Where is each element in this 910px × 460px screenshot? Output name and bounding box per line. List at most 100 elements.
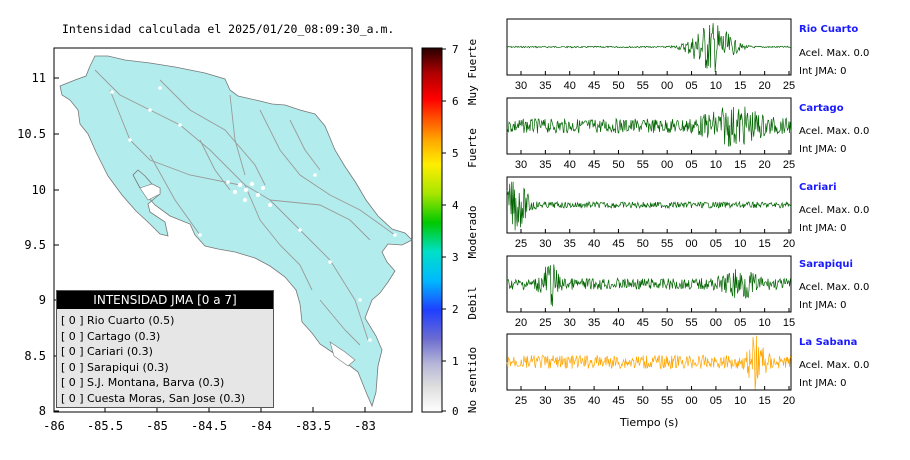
golfo-dulce xyxy=(329,341,356,367)
map-title: Intensidad calculada el 2025/01/20_08:09… xyxy=(62,22,395,36)
map-x-tick: -85 xyxy=(146,419,168,433)
town-markers xyxy=(110,86,397,342)
colorbar-tick: 1 xyxy=(452,355,459,368)
legend-item-label: Sarapiqui (0.3) xyxy=(87,360,169,374)
waveform-tick-label: 35 xyxy=(588,317,600,329)
station-int-cariari: Int JMA: 0 xyxy=(799,223,847,234)
station-name-cartago: Cartago xyxy=(799,103,844,114)
legend-item-bracket: [ 0 ] xyxy=(61,360,84,374)
waveform-tick-label: 45 xyxy=(637,317,649,329)
waveform-tick-label: 50 xyxy=(612,80,624,92)
nicoya-gulf xyxy=(139,183,161,201)
waveform-tick-label: 30 xyxy=(515,80,527,92)
map-y-tick: 10.5 xyxy=(17,127,46,141)
station-acel-sarapiqui: Acel. Max. 0.0 xyxy=(799,282,870,293)
colorbar-tick: 4 xyxy=(452,199,459,212)
station-acel-la-sabana: Acel. Max. 0.0 xyxy=(799,360,870,371)
map-x-tick: -86 xyxy=(43,419,65,433)
colorbar-tick: 5 xyxy=(452,147,459,160)
waveform-tick-label: 25 xyxy=(515,238,527,250)
colorbar-tick: 6 xyxy=(452,95,459,108)
map-x-tick: -84 xyxy=(250,419,272,433)
waveform-tick-label: 05 xyxy=(685,159,697,171)
map-y-tick: 9.5 xyxy=(24,238,46,252)
legend-item-label: S.J. Montana, Barva (0.3) xyxy=(87,376,225,390)
legend-title: INTENSIDAD JMA [0 a 7] xyxy=(57,291,273,309)
station-int-rio-cuarto: Int JMA: 0 xyxy=(799,66,847,77)
map-y-tick: 8 xyxy=(39,404,46,418)
waveform-tick-label: 45 xyxy=(612,395,624,407)
waveform-tick-label: 45 xyxy=(588,159,600,171)
colorbar-tick: 3 xyxy=(452,251,459,264)
station-int-sarapiqui: Int JMA: 0 xyxy=(799,300,847,311)
waveform-tick-label: 30 xyxy=(564,317,576,329)
waveform-tick-label: 15 xyxy=(734,159,746,171)
waveform-tick-label: 10 xyxy=(710,80,722,92)
waveform-tick-label: 15 xyxy=(734,80,746,92)
waveform-tick-label: 50 xyxy=(637,395,649,407)
waveform-trace xyxy=(506,181,792,231)
waveform-trace xyxy=(506,23,792,72)
waveform-panels: 30 35 40 45 50 55 00 05 10 15 20 25 30 35 40 45 50 55 00 05… xyxy=(506,18,795,407)
waveform-tick-label: 35 xyxy=(564,238,576,250)
station-name-rio-cuarto: Rio Cuarto xyxy=(799,24,859,35)
map-y-tick: 10 xyxy=(32,183,46,197)
legend-item: [ 0 ] Sarapiqui (0.3) xyxy=(61,360,269,376)
waveform-tick-label: 00 xyxy=(710,317,722,329)
waveform-tick-label: 55 xyxy=(661,238,673,250)
station-acel-cariari: Acel. Max. 0.0 xyxy=(799,205,870,216)
map-x-tick: -84.5 xyxy=(191,419,227,433)
waveform-tick-label: 50 xyxy=(661,317,673,329)
legend-item: [ 0 ] S.J. Montana, Barva (0.3) xyxy=(61,375,269,391)
station-name-sarapiqui: Sarapiqui xyxy=(799,259,853,270)
station-int-la-sabana: Int JMA: 0 xyxy=(799,378,847,389)
station-acel-cartago: Acel. Max. 0.0 xyxy=(799,126,870,137)
waveform-tick-label: 20 xyxy=(783,395,795,407)
waveform-tick-label: 00 xyxy=(685,395,697,407)
waveform-tick-label: 05 xyxy=(685,80,697,92)
waveform-trace xyxy=(506,264,792,307)
waveform-tick-label: 40 xyxy=(564,80,576,92)
station-acel-rio-cuarto: Acel. Max. 0.0 xyxy=(799,48,870,59)
station-int-cartago: Int JMA: 0 xyxy=(799,144,847,155)
station-name-cariari: Cariari xyxy=(799,182,837,193)
waveform-tick-label: 05 xyxy=(734,317,746,329)
costa-rica-land xyxy=(59,55,413,408)
colorbar-label-debil: Debil xyxy=(466,286,479,319)
waveform-tick-label: 40 xyxy=(588,238,600,250)
colorbar-ticks xyxy=(442,48,446,412)
waveform-trace xyxy=(506,335,792,390)
waveform-tick-label: 35 xyxy=(564,395,576,407)
legend-item-bracket: [ 0 ] xyxy=(61,314,84,327)
legend-item-label: Cartago (0.3) xyxy=(87,329,161,343)
waveform-tick-label: 30 xyxy=(539,395,551,407)
intensity-colorbar xyxy=(421,47,443,413)
map-x-tick: -83 xyxy=(354,419,376,433)
legend-item-bracket: [ 0 ] xyxy=(61,391,84,405)
map-y-tick: 11 xyxy=(32,71,46,85)
intensity-legend: INTENSIDAD JMA [0 a 7] [ 0 ] Rio Cuarto (… xyxy=(56,290,274,408)
waveform-tick-label: 25 xyxy=(783,80,795,92)
legend-item: [ 0 ] Cuesta Moras, San Jose (0.3) xyxy=(61,391,269,407)
station-name-la-sabana: La Sabana xyxy=(799,337,858,348)
waveform-tick-label: 10 xyxy=(734,238,746,250)
waveform-tick-label: 40 xyxy=(612,317,624,329)
colorbar-label-moderado: Moderado xyxy=(466,206,479,259)
waveform-tick-label: 20 xyxy=(783,238,795,250)
waveform-tick-label: 10 xyxy=(734,395,746,407)
map-y-tick: 9 xyxy=(39,293,46,307)
colorbar-tick: 0 xyxy=(452,405,459,418)
waveform-tick-label: 20 xyxy=(515,317,527,329)
map-x-tick: -85.5 xyxy=(87,419,123,433)
waveform-tick-label: 30 xyxy=(515,159,527,171)
waveform-tick-label: 30 xyxy=(539,238,551,250)
waveform-tick-label: 05 xyxy=(710,238,722,250)
waveform-tick-label: 20 xyxy=(759,80,771,92)
waveform-tick-label: 35 xyxy=(539,80,551,92)
colorbar-label-no-sentido: No sentido xyxy=(466,347,479,413)
waveform-tick-label: 10 xyxy=(759,317,771,329)
waveform-tick-label: 25 xyxy=(539,317,551,329)
legend-item-label: Cuesta Moras, San Jose (0.3) xyxy=(87,391,246,405)
road-network xyxy=(94,69,396,346)
